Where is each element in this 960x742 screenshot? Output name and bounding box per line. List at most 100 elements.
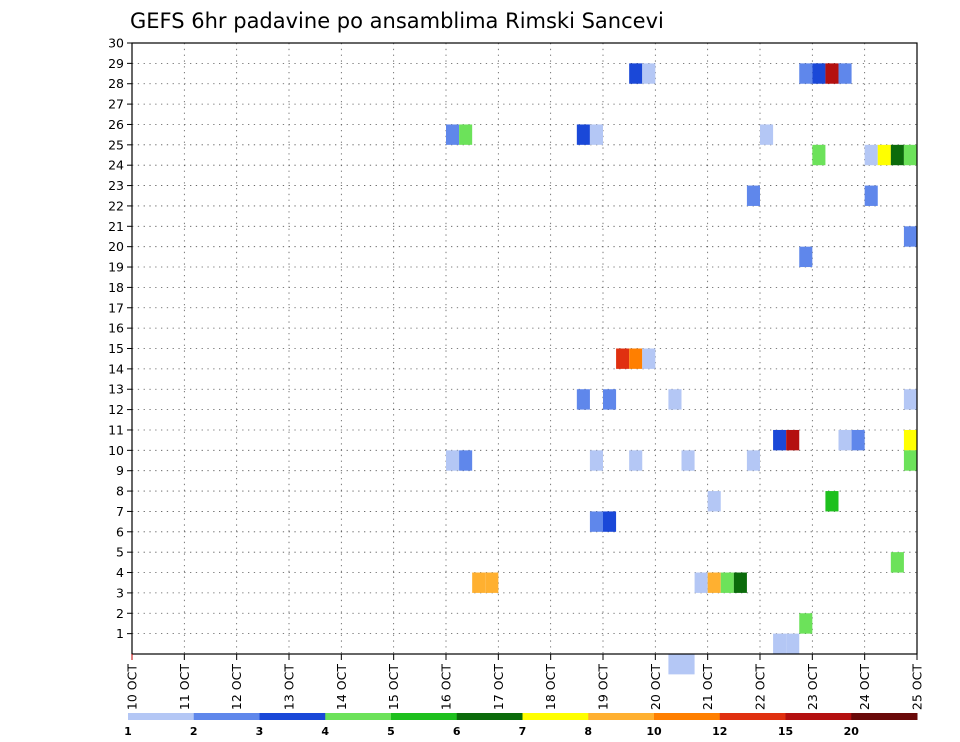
- x-tick-label: 21 OCT: [700, 664, 715, 710]
- precip-cell: [799, 246, 813, 268]
- y-tick-label: 7: [116, 504, 124, 519]
- precip-cell: [720, 572, 734, 593]
- x-tick-label: 12 OCT: [229, 664, 244, 710]
- precip-cell: [746, 450, 760, 471]
- colorbar-label: 2: [190, 725, 198, 738]
- precip-cell: [459, 124, 473, 145]
- y-tick-label: 13: [108, 382, 124, 397]
- precip-cell: [576, 389, 590, 410]
- precip-cell: [746, 185, 760, 206]
- precip-cell: [877, 144, 891, 166]
- data-cells: [446, 63, 917, 675]
- precip-cell: [446, 124, 460, 145]
- y-tick-label: 22: [108, 198, 124, 213]
- precip-cell: [642, 63, 656, 84]
- x-tick-label: 20 OCT: [648, 664, 663, 710]
- precip-cell: [694, 572, 708, 593]
- y-tick-label: 30: [108, 36, 124, 51]
- precip-cell: [890, 552, 904, 573]
- y-tick-label: 27: [108, 97, 124, 112]
- y-tick-label: 17: [108, 300, 124, 315]
- x-axis: 10 OCT 11 OCT 12 OCT 13 OCT 14 OCT 15 OCT 16 O…: [125, 654, 925, 710]
- y-tick-label: 10: [108, 443, 124, 458]
- y-tick-label: 5: [116, 545, 124, 560]
- precip-cell: [681, 450, 695, 471]
- x-tick-label: 10 OCT: [125, 664, 140, 710]
- precip-cell: [603, 511, 617, 532]
- chart-title: GEFS 6hr padavine po ansamblima Rimski S…: [130, 9, 664, 33]
- y-tick-label: 1: [116, 626, 124, 641]
- precip-cell: [903, 429, 917, 451]
- colorbar-label: 15: [778, 725, 793, 738]
- x-tick-label: 25 OCT: [910, 664, 925, 710]
- precip-cell: [668, 654, 682, 675]
- y-tick-label: 15: [108, 341, 124, 356]
- precip-cell: [472, 572, 486, 593]
- colorbar-label: 8: [584, 725, 592, 738]
- colorbar-label: 6: [453, 725, 461, 738]
- y-tick-label: 2: [116, 606, 124, 621]
- precip-cell: [629, 63, 643, 84]
- x-tick-label: 18 OCT: [543, 664, 558, 710]
- precip-cell: [838, 63, 852, 84]
- y-tick-label: 8: [116, 484, 124, 499]
- x-tick-label: 19 OCT: [596, 664, 611, 710]
- colorbar-swatch: [654, 713, 721, 720]
- y-tick-label: 26: [108, 117, 124, 132]
- colorbar-label: 12: [712, 725, 727, 738]
- y-tick-label: 28: [108, 76, 124, 91]
- precip-cell: [642, 348, 656, 369]
- colorbar-label: 4: [321, 725, 329, 738]
- y-tick-label: 9: [116, 463, 124, 478]
- y-tick-label: 4: [116, 565, 124, 580]
- precip-cell: [864, 144, 878, 166]
- colorbar-swatch: [391, 713, 458, 720]
- precip-cell: [733, 572, 747, 593]
- precip-cell: [903, 389, 917, 410]
- precip-cell: [589, 511, 603, 532]
- x-tick-label: 14 OCT: [334, 664, 349, 710]
- colorbar-swatch: [259, 713, 326, 720]
- colorbar-swatch: [193, 713, 260, 720]
- precip-cell: [890, 144, 904, 166]
- y-tick-label: 24: [108, 158, 124, 173]
- colorbar-swatch: [456, 713, 523, 720]
- precip-cell: [825, 491, 839, 512]
- colorbar-swatch: [522, 713, 589, 720]
- precip-cell: [851, 429, 865, 451]
- x-tick-label: 16 OCT: [439, 664, 454, 710]
- y-tick-label: 11: [108, 422, 124, 437]
- colorbar: 1 2 3 4 5 6 7 8 10 12 15 20: [124, 713, 918, 738]
- precip-cell: [616, 348, 630, 369]
- precip-cell: [864, 185, 878, 206]
- precip-cell: [668, 389, 682, 410]
- precip-cell: [589, 450, 603, 471]
- y-tick-label: 3: [116, 585, 124, 600]
- colorbar-label: 10: [646, 725, 662, 738]
- y-tick-label: 12: [108, 402, 124, 417]
- precip-cell: [903, 450, 917, 471]
- precip-cell: [799, 613, 813, 634]
- y-tick-label: 23: [108, 178, 124, 193]
- precip-cell: [812, 144, 826, 166]
- colorbar-swatch: [851, 713, 918, 720]
- precip-cell: [459, 450, 473, 471]
- colorbar-swatch: [719, 713, 786, 720]
- precip-cell: [812, 63, 826, 84]
- y-tick-label: 20: [108, 239, 124, 254]
- x-tick-label: 15 OCT: [386, 664, 401, 710]
- precip-cell: [773, 633, 787, 654]
- y-tick-label: 14: [108, 361, 124, 376]
- colorbar-swatch: [128, 713, 195, 720]
- colorbar-label: 7: [519, 725, 527, 738]
- colorbar-swatch: [785, 713, 852, 720]
- precip-cell: [825, 63, 839, 84]
- colorbar-label: 5: [387, 725, 395, 738]
- precip-cell: [773, 429, 787, 451]
- y-tick-label: 19: [108, 260, 124, 275]
- precip-cell: [603, 389, 617, 410]
- precip-cell: [485, 572, 499, 593]
- y-tick-label: 21: [108, 219, 124, 234]
- precip-cell: [681, 654, 695, 675]
